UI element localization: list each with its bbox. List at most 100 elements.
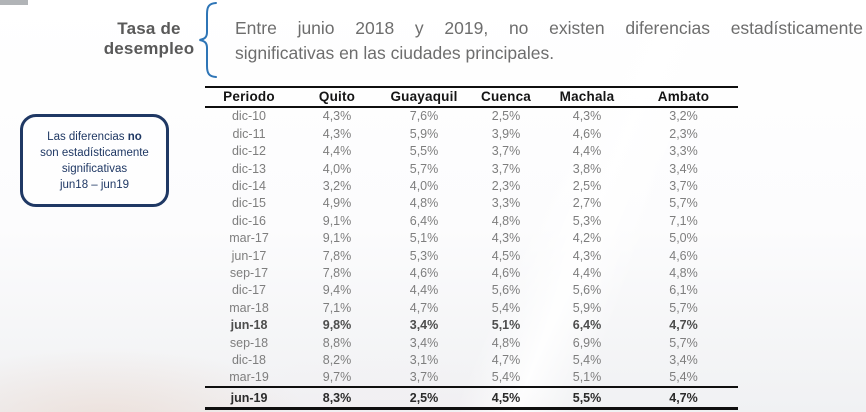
table-row: mar-19 9,7% 3,7% 5,4% 5,1% 5,4%: [205, 369, 738, 387]
table-cell: 5,9%: [572, 300, 602, 315]
table-cell: 5,4%: [572, 352, 602, 367]
table-cell: 8,3%: [293, 386, 381, 411]
table-cell: 5,4%: [491, 300, 521, 315]
table-cell: 5,6%: [572, 283, 602, 298]
table-cell: 3,1%: [409, 352, 439, 367]
table-cell: 4,2%: [572, 231, 602, 246]
callout-line1-bold: no: [127, 130, 142, 143]
table-cell: 3,8%: [572, 161, 602, 176]
table-cell: 4,7%: [491, 352, 521, 367]
table-row: dic-12 4,4% 5,5% 3,7% 4,4% 3,3%: [205, 143, 738, 160]
table-row: mar-18 7,1% 4,7% 5,4% 5,9% 5,7%: [205, 299, 738, 316]
table-cell: 8,8%: [322, 335, 352, 350]
table-row: jun-18 9,8% 3,4% 5,1% 6,4% 4,7%: [205, 317, 738, 334]
table-cell: 4,4%: [322, 144, 352, 159]
column-header-machala: Machala: [545, 86, 629, 108]
table-row: dic-13 4,0% 5,7% 3,7% 3,8% 3,4%: [205, 160, 738, 177]
table-cell: 4,7%: [629, 386, 738, 411]
table-cell: dic-14: [231, 179, 267, 193]
table-cell: 4,6%: [669, 248, 698, 263]
table-cell: 5,4%: [669, 370, 698, 385]
callout-box: Las diferencias no son estadísticamente …: [20, 114, 169, 207]
table-cell: 5,7%: [669, 300, 698, 315]
callout-line1: Las diferencias no: [40, 129, 149, 145]
table-cell: 5,0%: [669, 231, 698, 246]
corner-bar: [0, 0, 28, 5]
table-cell: 3,3%: [669, 144, 698, 159]
column-header-cuenca: Cuenca: [467, 86, 545, 108]
table-cell: dic-13: [231, 161, 267, 176]
table-cell: jun-19: [205, 386, 293, 411]
table-row: sep-18 8,8% 3,4% 4,8% 6,9% 5,7%: [205, 334, 738, 351]
table-cell: 2,3%: [669, 126, 698, 141]
table-cell: 4,0%: [409, 179, 439, 193]
table-cell: 3,7%: [669, 179, 698, 193]
column-header-guayaquil: Guayaquil: [381, 86, 467, 108]
table-cell: dic-15: [231, 196, 267, 211]
table-cell: 4,9%: [322, 196, 352, 211]
table-cell: 4,4%: [572, 144, 602, 159]
table-cell: 9,7%: [322, 370, 352, 385]
table-cell: 4,6%: [572, 126, 602, 141]
table-cell: 4,8%: [409, 196, 439, 211]
table-cell: 4,3%: [322, 126, 352, 141]
table-cell: 5,7%: [409, 161, 439, 176]
table-row: dic-11 4,3% 5,9% 3,9% 4,6% 2,3%: [205, 125, 738, 142]
table-cell: 4,3%: [491, 231, 521, 246]
table-cell: mar-19: [229, 370, 269, 385]
table-cell: 4,7%: [669, 318, 698, 333]
table-cell: 7,8%: [322, 248, 352, 263]
table-row: dic-16 9,1% 6,4% 4,8% 5,3% 7,1%: [205, 212, 738, 229]
table-cell: 3,7%: [409, 370, 439, 385]
table-cell: 6,4%: [572, 318, 602, 333]
table-cell: jun-18: [230, 318, 268, 333]
table-cell: 3,4%: [669, 161, 698, 176]
table-cell: 4,6%: [491, 265, 521, 280]
intro-line2: significativas en las ciudades principal…: [235, 43, 555, 63]
table-cell: 5,4%: [491, 370, 521, 385]
table-cell: 5,1%: [409, 231, 439, 246]
table-cell: 4,7%: [409, 300, 439, 315]
table-cell: 4,8%: [669, 265, 698, 280]
table-cell: dic-18: [231, 352, 267, 367]
table-cell: 4,8%: [491, 335, 521, 350]
table-cell: 8,2%: [322, 352, 352, 367]
table-cell: 3,7%: [491, 144, 521, 159]
table-cell: 2,5%: [381, 386, 467, 411]
table-cell: dic-12: [231, 144, 267, 159]
table-cell: 4,0%: [322, 161, 352, 176]
table-row: jun-19 8,3% 2,5% 4,5% 5,5% 4,7%: [205, 386, 738, 411]
table-row: jun-17 7,8% 5,3% 4,5% 4,3% 4,6%: [205, 247, 738, 264]
table-cell: 9,1%: [322, 231, 352, 246]
table-cell: 3,2%: [322, 179, 352, 193]
table-cell: sep-17: [229, 265, 269, 280]
table-cell: mar-18: [229, 300, 269, 315]
table-cell: 2,7%: [572, 196, 602, 211]
table-cell: 3,4%: [409, 335, 439, 350]
table-cell: 7,6%: [409, 109, 439, 124]
table-cell: sep-18: [229, 335, 269, 350]
table-cell: 5,3%: [572, 213, 602, 228]
table-cell: 3,7%: [491, 161, 521, 176]
table-cell: mar-17: [229, 231, 269, 246]
callout-line3: significativas: [61, 162, 128, 175]
table-cell: 5,3%: [409, 248, 439, 263]
table-row: dic-10 4,3% 7,6% 2,5% 4,3% 3,2%: [205, 107, 738, 125]
table-cell: 4,6%: [409, 265, 439, 280]
table-cell: dic-17: [231, 283, 267, 298]
table-cell: 7,1%: [669, 213, 698, 228]
table-cell: 5,1%: [491, 318, 521, 333]
table-row: dic-17 9,4% 4,4% 5,6% 5,6% 6,1%: [205, 282, 738, 299]
table-cell: 9,8%: [322, 318, 352, 333]
table-cell: 4,5%: [491, 248, 521, 263]
table-cell: 6,9%: [572, 335, 602, 350]
table-cell: 4,3%: [322, 109, 352, 124]
table-cell: 5,7%: [669, 335, 698, 350]
table-cell: 7,8%: [322, 265, 352, 280]
column-header-periodo: Periodo: [205, 86, 293, 108]
table-body: dic-10 4,3% 7,6% 2,5% 4,3% 3,2% dic-11 4,3% 5,9%…: [205, 107, 738, 411]
table-cell: 2,3%: [491, 179, 521, 193]
table-cell: 6,1%: [669, 283, 698, 298]
unemployment-table: Periodo Quito Guayaquil Cuenca Machala Ambato…: [205, 86, 738, 411]
